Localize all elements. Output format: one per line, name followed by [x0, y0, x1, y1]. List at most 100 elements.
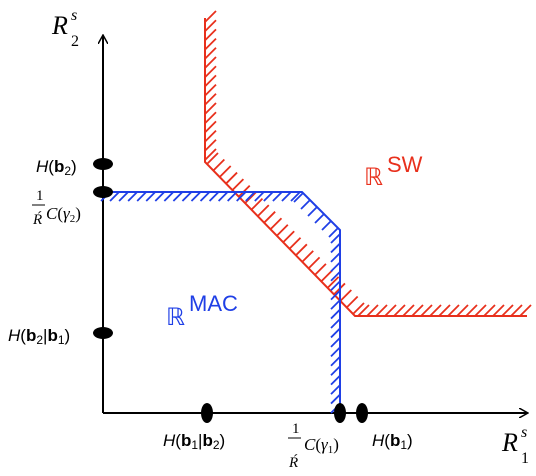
point-h-b2-given-b1	[93, 327, 113, 339]
tick-label-h-b1-given-b2: H(b1|b2)	[163, 431, 225, 452]
hatch-mark	[204, 93, 217, 106]
svg-text:Ŕ: Ŕ	[288, 454, 298, 471]
mac-region-boundary	[103, 191, 341, 413]
tick-label-c-gamma2: 1 Ŕ C(γ2)	[32, 188, 81, 228]
hatch-mark	[402, 304, 415, 317]
hatch-mark	[314, 263, 327, 276]
hatch-mark	[204, 102, 217, 115]
sw-region-boundary	[204, 18, 527, 317]
hatch-mark	[127, 191, 138, 202]
hatch-mark	[204, 37, 217, 51]
hatch-mark	[375, 304, 388, 317]
hatch-mark	[136, 191, 147, 202]
hatch-mark	[204, 111, 217, 124]
mac-region-hatching	[100, 191, 341, 414]
hatch-mark	[474, 304, 487, 317]
svg-text:MAC: MAC	[189, 291, 238, 316]
hatch-mark	[510, 304, 523, 317]
hatch-mark	[204, 19, 217, 32]
hatch-mark	[300, 199, 311, 210]
svg-text:ℝ: ℝ	[364, 165, 383, 191]
hatch-mark	[257, 204, 270, 217]
hatch-mark	[254, 191, 265, 202]
sw-region-label: ℝ SW	[364, 152, 423, 191]
hatch-mark	[212, 158, 225, 172]
hatch-mark	[282, 230, 295, 243]
point-h-b1	[356, 403, 368, 423]
hatch-mark	[250, 198, 264, 211]
hatch-mark	[281, 191, 292, 202]
hatch-mark	[217, 191, 229, 202]
hatch-mark	[519, 304, 532, 317]
point-c-gamma2	[93, 186, 113, 198]
hatch-mark	[293, 192, 304, 203]
hatch-mark	[330, 356, 341, 367]
hatch-mark	[330, 327, 341, 339]
hatch-mark	[190, 191, 202, 202]
hatch-mark	[447, 304, 460, 317]
hatch-mark	[330, 308, 341, 320]
hatch-mark	[204, 28, 217, 42]
y-axis-label: R s 2	[51, 7, 79, 50]
hatch-mark	[231, 178, 245, 191]
hatch-mark	[269, 217, 283, 230]
svg-text:C(γ1): C(γ1)	[304, 435, 339, 456]
hatch-mark	[420, 304, 433, 317]
svg-text:s: s	[521, 424, 527, 441]
hatch-mark	[465, 304, 478, 317]
hatch-mark	[204, 10, 217, 23]
hatch-mark	[172, 191, 184, 202]
hatch-mark	[320, 269, 333, 283]
svg-text:R: R	[501, 428, 518, 457]
hatch-mark	[263, 191, 274, 202]
hatch-mark	[204, 129, 217, 143]
hatch-mark	[227, 191, 238, 202]
hatch-mark	[438, 304, 451, 317]
tick-label-h-b2-given-b1: H(b2|b1)	[8, 326, 70, 347]
hatch-mark	[330, 252, 341, 263]
hatch-mark	[204, 56, 217, 69]
svg-text:H(b1): H(b1)	[372, 431, 413, 452]
hatch-mark	[328, 227, 339, 238]
hatch-mark	[492, 304, 505, 317]
svg-text:1: 1	[521, 450, 529, 467]
hatch-mark	[330, 271, 341, 282]
hatch-mark	[330, 299, 341, 310]
svg-text:1: 1	[292, 421, 300, 437]
hatch-mark	[330, 365, 341, 376]
hatch-mark	[429, 304, 442, 317]
hatch-mark	[483, 304, 496, 317]
hatch-mark	[501, 304, 514, 317]
svg-text:H(b1|b2): H(b1|b2)	[163, 431, 225, 452]
mac-region-label: ℝ MAC	[166, 291, 238, 331]
hatch-mark	[321, 220, 332, 231]
point-c-gamma1	[334, 403, 346, 423]
svg-text:R: R	[51, 11, 68, 40]
hatch-mark	[330, 242, 341, 254]
hatch-mark	[206, 152, 219, 165]
hatch-mark	[225, 171, 238, 185]
hatch-mark	[295, 243, 308, 256]
hatch-mark	[154, 191, 165, 202]
hatch-mark	[204, 120, 217, 134]
hatch-mark	[272, 191, 283, 202]
hatch-mark	[204, 47, 217, 60]
hatch-mark	[208, 191, 220, 202]
sw-region-hatching	[204, 10, 532, 317]
hatch-mark	[199, 191, 211, 202]
point-h-b1-given-b2	[201, 403, 213, 423]
hatch-mark	[204, 83, 217, 97]
svg-text:1: 1	[36, 188, 44, 204]
svg-text:H(b2): H(b2)	[36, 157, 77, 178]
hatch-mark	[330, 375, 341, 386]
hatch-mark	[245, 191, 256, 202]
svg-text:Ŕ: Ŕ	[32, 211, 42, 228]
svg-text:SW: SW	[387, 152, 423, 177]
hatch-mark	[384, 304, 397, 317]
hatch-mark	[307, 256, 321, 269]
hatch-mark	[288, 237, 302, 250]
hatch-mark	[339, 289, 352, 302]
hatch-mark	[366, 304, 379, 317]
hatch-mark	[307, 206, 318, 217]
